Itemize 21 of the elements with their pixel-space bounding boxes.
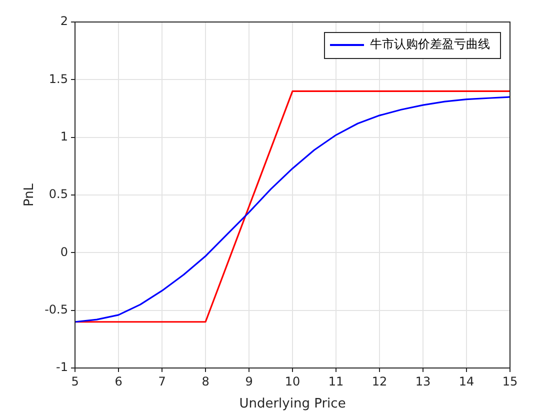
x-tick-label: 9 [245,374,253,388]
x-axis-title: Underlying Price [239,396,346,412]
x-tick-label: 11 [328,374,344,388]
x-tick-label: 12 [372,374,388,388]
x-tick-label: 13 [415,374,431,388]
y-tick-label: 1.5 [48,72,68,86]
x-tick-label: 6 [114,374,122,388]
y-tick-label: 1 [60,129,68,144]
x-tick-label: 10 [284,374,300,388]
y-axis-title: PnL [22,182,38,207]
legend-label: 牛市认购价差盈亏曲线 [370,37,490,52]
y-tick-label: 0 [60,244,68,259]
y-tick-label: -1 [56,360,68,374]
y-tick-label: 2 [60,14,68,28]
x-tick-label: 5 [71,374,79,388]
x-tick-label: 7 [158,374,166,388]
x-tick-label: 8 [202,374,210,388]
y-tick-label: -0.5 [44,302,68,316]
x-tick-label: 15 [502,374,518,388]
x-tick-label: 14 [458,374,474,388]
y-tick-label: 0.5 [48,187,68,202]
